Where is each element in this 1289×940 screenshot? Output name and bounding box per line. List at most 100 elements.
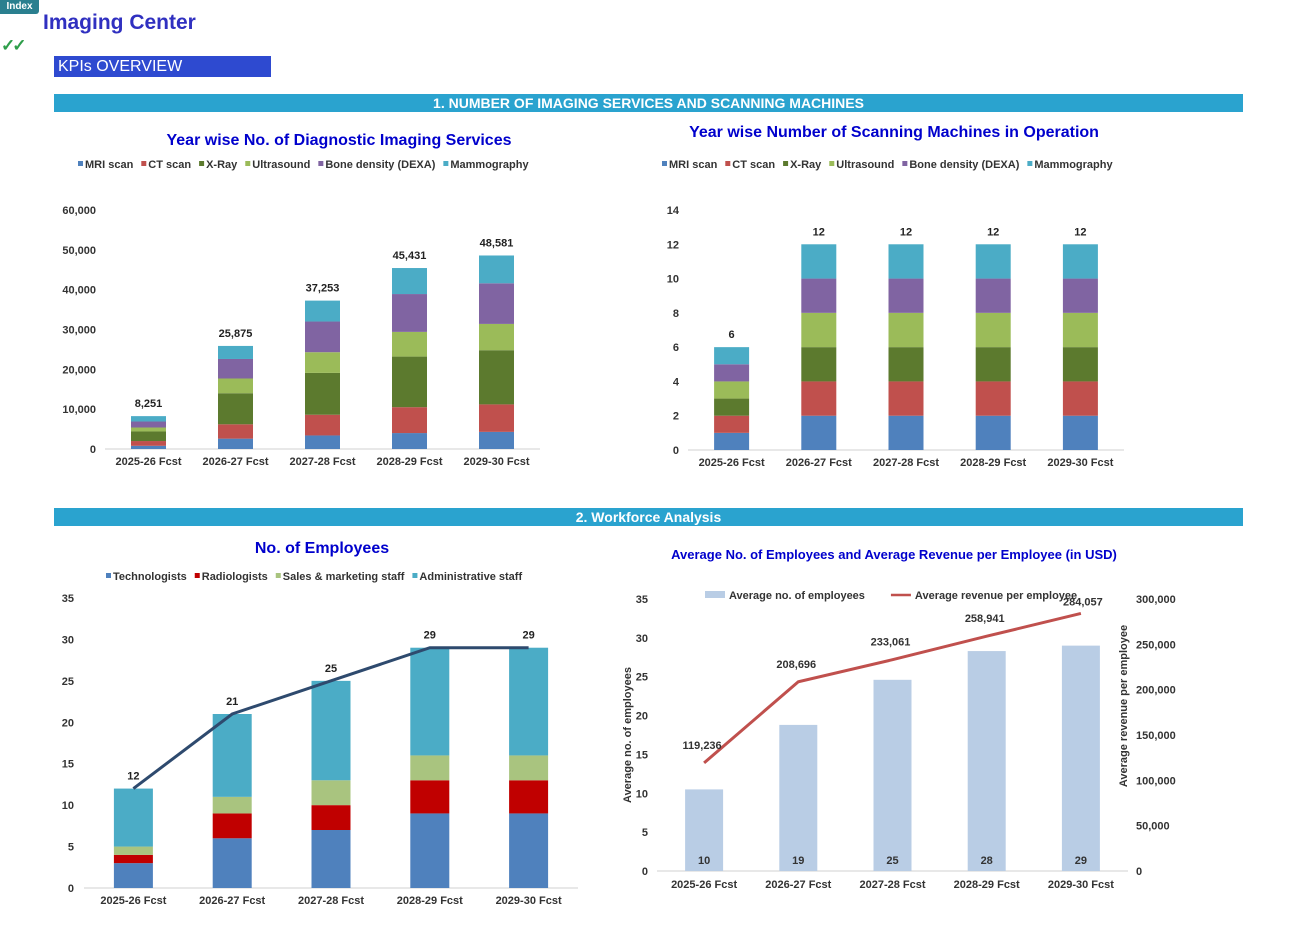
- data-label-total: 12: [987, 226, 999, 238]
- bar-radiologists: [509, 780, 549, 814]
- data-label-total: 29: [424, 630, 436, 642]
- legend-item-label: MRI scan: [85, 159, 134, 171]
- bar-ultrasound: [1062, 312, 1098, 348]
- y-tick-label: 0: [642, 866, 648, 878]
- bar-ultrasound: [131, 427, 166, 432]
- data-label-total: 8,251: [135, 398, 163, 410]
- bar-radiologists: [212, 813, 252, 839]
- y-axis-title: Average no. of employees: [622, 667, 634, 803]
- index-button[interactable]: Index: [0, 0, 39, 14]
- bar-ct-scan: [714, 415, 750, 433]
- data-label-total: 12: [813, 226, 825, 238]
- legend-item-swatch: [829, 161, 835, 166]
- bar-x-ray: [1062, 347, 1098, 382]
- y-tick-label: 35: [62, 593, 74, 605]
- data-label-total: 12: [1074, 226, 1086, 238]
- x-tick-label: 2026-27 Fcst: [202, 456, 268, 468]
- y-tick-label: 10: [636, 788, 648, 800]
- revenue-line: [703, 611, 1082, 765]
- bar-technologists: [509, 813, 549, 888]
- legend-item-swatch: [662, 161, 667, 166]
- y-tick-label: 0: [68, 883, 74, 895]
- bar-average-employees: [967, 651, 1006, 871]
- y2-axis-title: Average revenue per employee: [1118, 625, 1130, 787]
- bar-x-ray: [131, 431, 166, 442]
- legend-item-swatch: [443, 161, 449, 166]
- y2-tick-label: 0: [1136, 866, 1142, 878]
- data-label-total: 25,875: [219, 328, 253, 340]
- bar-average-employees: [873, 679, 912, 871]
- legend-item-swatch: [199, 161, 205, 166]
- bar-ct-scan: [801, 381, 837, 416]
- bar-bone-density-dexa-: [131, 421, 166, 428]
- bar-technologists: [113, 863, 153, 888]
- data-label-total: 25: [325, 663, 337, 675]
- data-label-total: 45,431: [393, 250, 427, 262]
- legend-item-label: Technologists: [113, 571, 187, 583]
- legend-item-label: Sales & marketing staff: [283, 571, 405, 583]
- x-tick-label: 2028-29 Fcst: [960, 457, 1026, 469]
- legend-item-label: Radiologists: [202, 571, 268, 583]
- bar-mammography: [218, 345, 253, 359]
- data-label-total: 37,253: [306, 283, 340, 295]
- y-tick-label: 60,000: [62, 205, 96, 217]
- y2-tick-label: 150,000: [1136, 730, 1176, 742]
- x-tick-label: 2026-27 Fcst: [786, 457, 852, 469]
- bar-radiologists: [410, 780, 450, 814]
- bar-mri-scan: [975, 415, 1011, 450]
- bar-sales-marketing-staff: [113, 846, 153, 855]
- bar-x-ray: [714, 398, 750, 416]
- y-tick-label: 5: [642, 827, 648, 839]
- bar-mammography: [1062, 244, 1098, 279]
- total-line: [132, 646, 529, 790]
- y-tick-label: 0: [90, 444, 96, 456]
- y-tick-label: 6: [673, 342, 679, 354]
- y-tick-label: 35: [636, 594, 648, 606]
- bar-mri-scan: [479, 431, 514, 449]
- bar-bone-density-dexa-: [479, 283, 514, 324]
- bar-ultrasound: [218, 378, 253, 394]
- x-tick-label: 2027-28 Fcst: [859, 879, 925, 891]
- legend-item-label: Average no. of employees: [729, 590, 865, 602]
- y-tick-label: 5: [68, 842, 74, 854]
- bar-ultrasound: [714, 381, 750, 399]
- section-header-imaging: 1. NUMBER OF IMAGING SERVICES AND SCANNI…: [54, 94, 1243, 112]
- y-tick-label: 8: [673, 308, 679, 320]
- y-tick-label: 14: [667, 205, 680, 217]
- x-tick-label: 2027-28 Fcst: [289, 456, 355, 468]
- legend-item-label: Mammography: [1034, 159, 1113, 171]
- bar-x-ray: [218, 393, 253, 425]
- bar-ultrasound: [801, 312, 837, 348]
- x-tick-label: 2026-27 Fcst: [199, 895, 265, 907]
- y-tick-label: 15: [62, 759, 74, 771]
- bar-mammography: [305, 300, 340, 322]
- y-tick-label: 25: [62, 676, 74, 688]
- bar-mammography: [801, 244, 837, 279]
- bar-mri-scan: [305, 435, 340, 449]
- bar-x-ray: [888, 347, 924, 382]
- bar-ultrasound: [479, 323, 514, 351]
- bar-x-ray: [305, 372, 340, 415]
- bar-sales-marketing-staff: [410, 755, 450, 781]
- bar-bone-density-dexa-: [1062, 278, 1098, 313]
- bar-average-employees: [1061, 645, 1100, 871]
- bar-ct-scan: [1062, 381, 1098, 416]
- y-tick-label: 20,000: [62, 364, 96, 376]
- bar-administrative-staff: [311, 680, 351, 781]
- page-title: Imaging Center: [43, 11, 196, 34]
- y-tick-label: 10,000: [62, 404, 96, 416]
- data-label-total: 48,581: [480, 237, 514, 249]
- data-label-employees: 29: [1075, 855, 1087, 867]
- legend-item-label: X-Ray: [790, 159, 822, 171]
- bar-ct-scan: [305, 414, 340, 436]
- legend-item-swatch: [194, 573, 200, 578]
- bar-ultrasound: [975, 312, 1011, 348]
- bar-x-ray: [479, 350, 514, 405]
- x-tick-label: 2029-30 Fcst: [1047, 457, 1113, 469]
- y-tick-label: 20: [62, 717, 74, 729]
- y-tick-label: 40,000: [62, 285, 96, 297]
- legend-item-label: MRI scan: [669, 159, 718, 171]
- x-tick-label: 2028-29 Fcst: [954, 879, 1020, 891]
- bar-mammography: [888, 244, 924, 279]
